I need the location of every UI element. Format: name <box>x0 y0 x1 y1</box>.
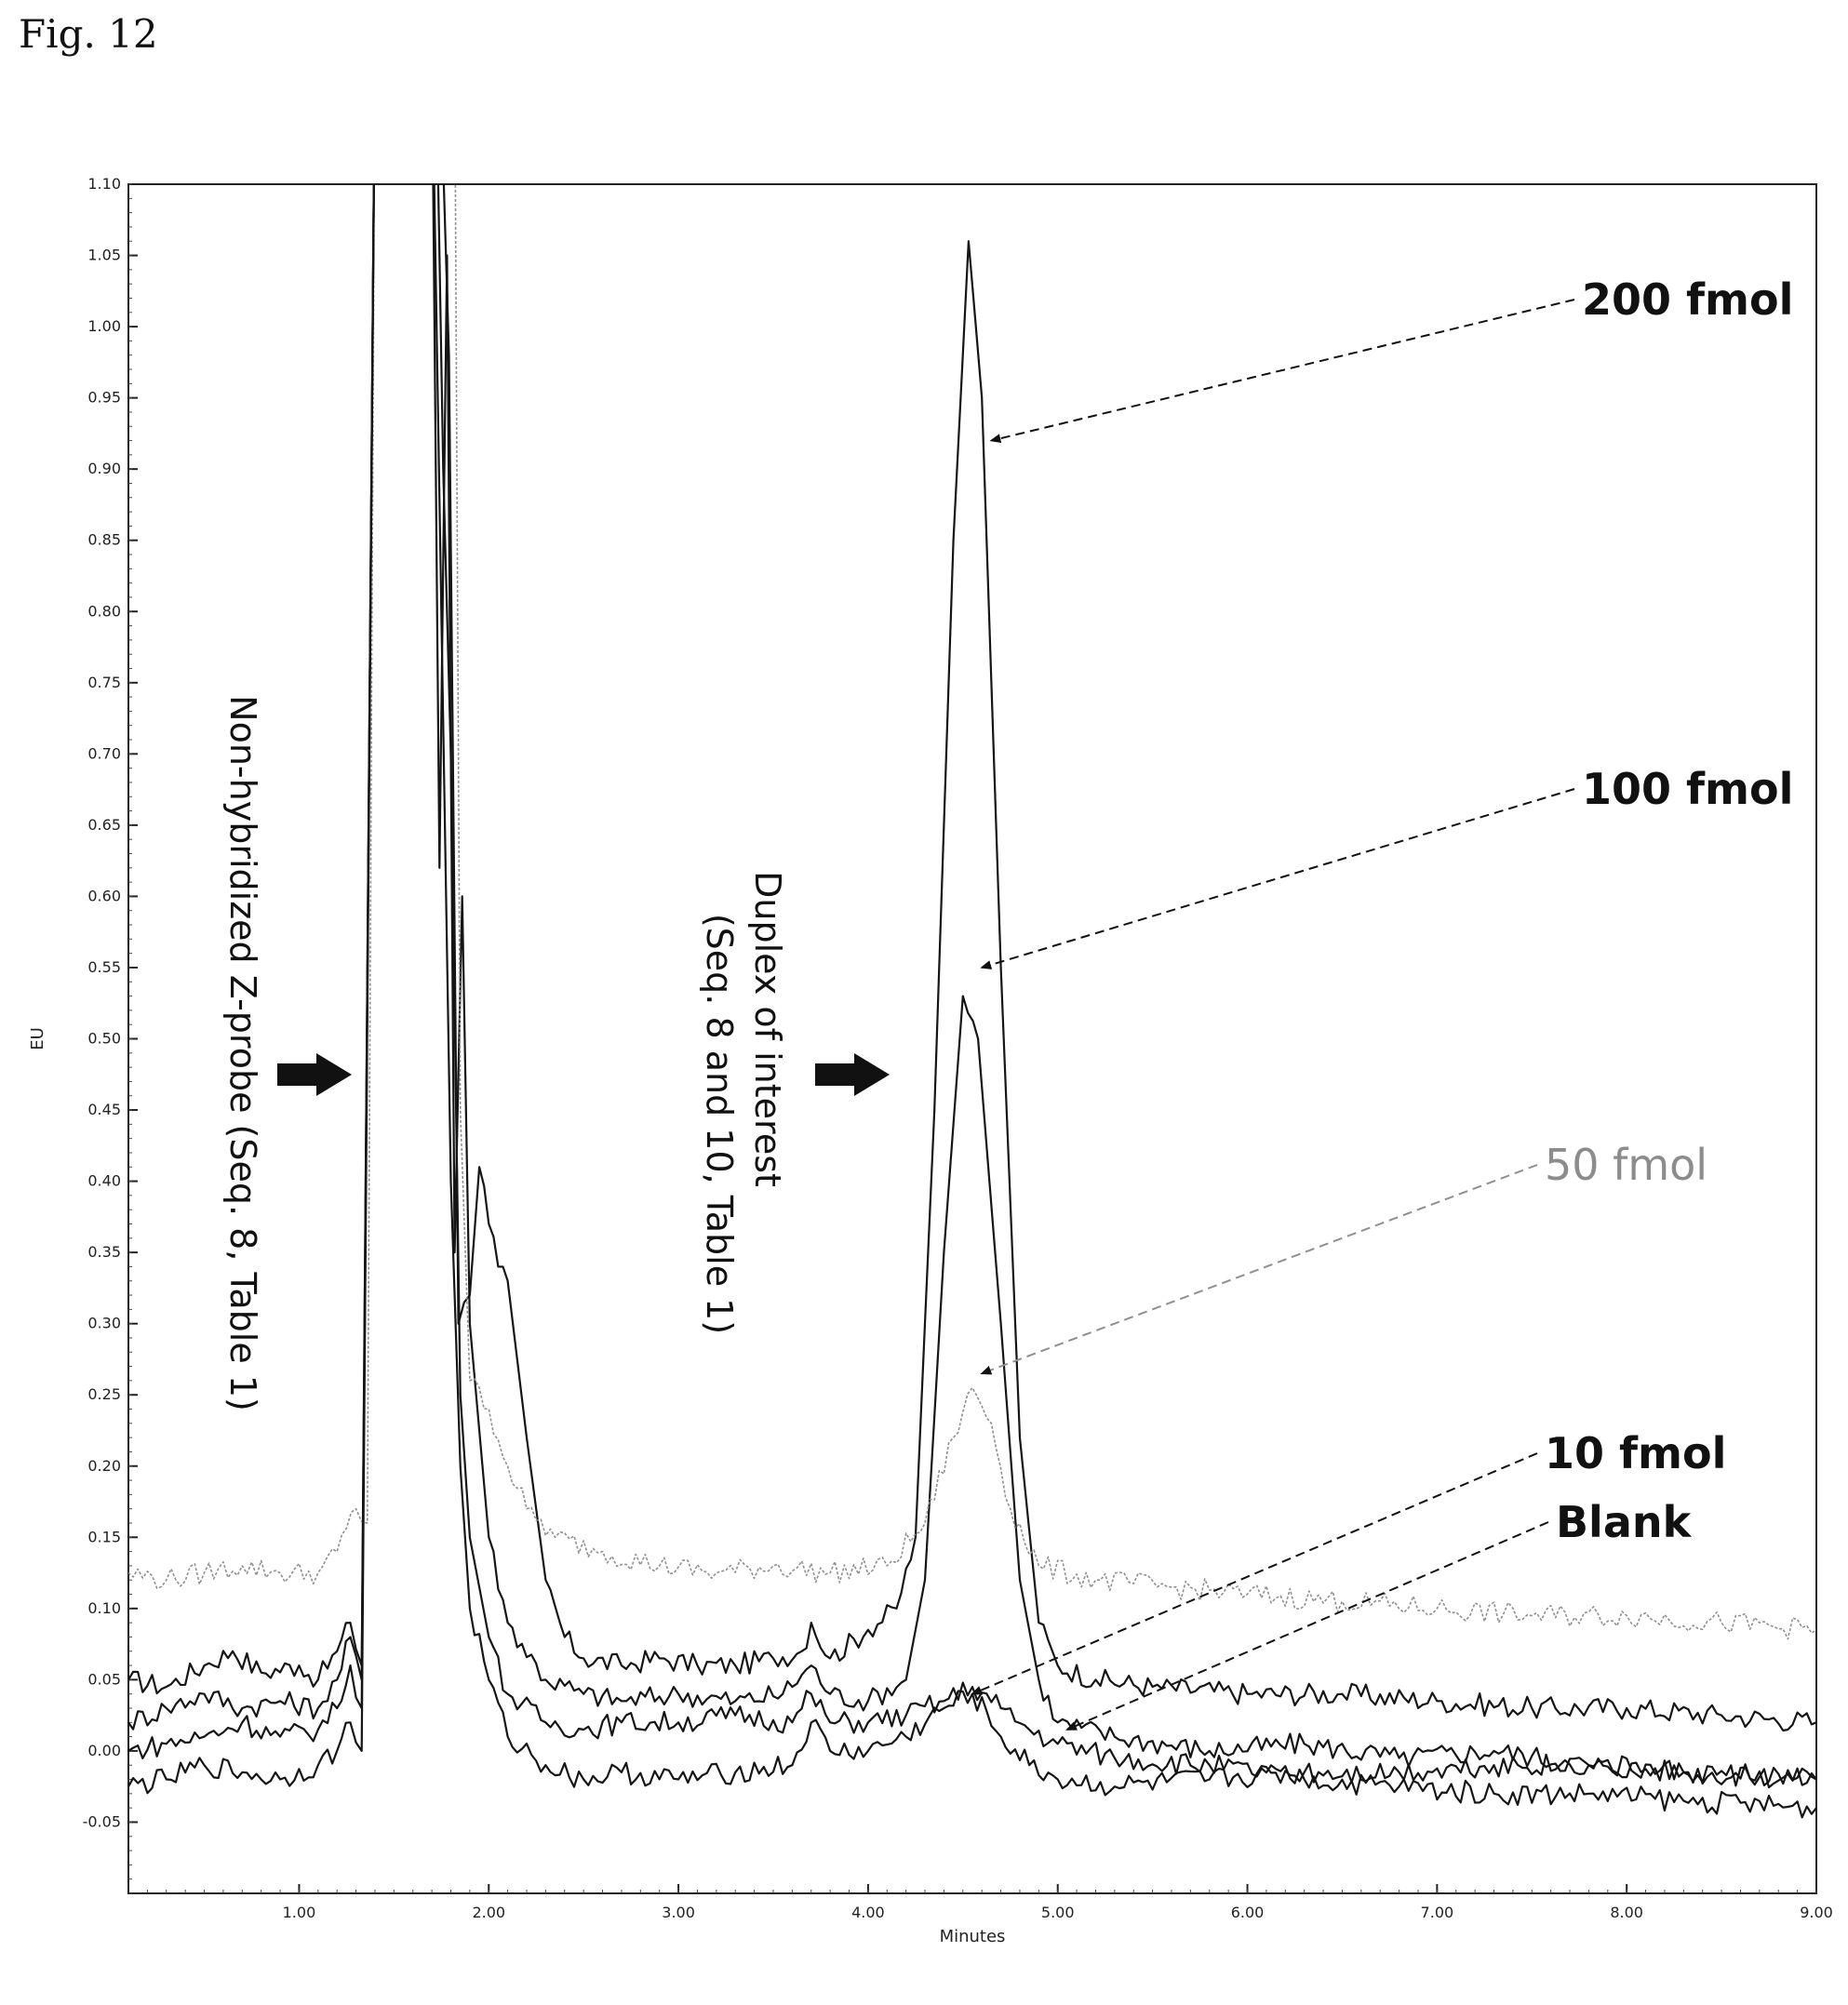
duplex-label-line2: (Seq. 8 and 10, Table 1) <box>699 914 740 1334</box>
block-arrow-mid <box>815 1053 890 1096</box>
block-arrow-left <box>277 1053 352 1096</box>
y-tick-label: 0.50 <box>87 1030 121 1048</box>
y-tick-label: 0.15 <box>87 1528 121 1545</box>
figure-label: Fig. 12 <box>19 11 158 57</box>
callout-arrow <box>1065 1521 1549 1731</box>
callout-arrow <box>980 788 1575 969</box>
x-tick-label: 9.00 <box>1800 1904 1833 1921</box>
series-line-50-fmol <box>128 184 1816 1640</box>
y-axis: -0.05 0.00 0.05 0.10 0.15 0.20 0.25 0.30 0.35 0.4… <box>83 175 138 1894</box>
x-tick-label: 4.00 <box>851 1904 885 1921</box>
callout-label-50-fmol: 50 fmol <box>1545 1140 1707 1190</box>
x-tick-label: 3.00 <box>662 1904 695 1921</box>
y-tick-label: 0.75 <box>87 674 121 691</box>
y-tick-label: 0.80 <box>87 602 121 620</box>
y-tick-label: 0.05 <box>87 1670 121 1688</box>
y-tick-label: 0.65 <box>87 816 121 834</box>
callout-label-blank: Blank <box>1556 1497 1693 1547</box>
y-tick-label: 0.35 <box>87 1243 121 1261</box>
x-axis-title: Minutes <box>940 1927 1006 1946</box>
x-tick-label: 7.00 <box>1421 1904 1454 1921</box>
y-tick-label: 0.25 <box>87 1385 121 1403</box>
y-tick-label: 0.45 <box>87 1101 121 1118</box>
y-axis-title: EU <box>28 1027 47 1050</box>
y-tick-label: 0.30 <box>87 1315 121 1332</box>
series-line-100-fmol <box>128 184 1816 1789</box>
callout-arrow <box>971 1452 1538 1695</box>
y-tick-label: 1.05 <box>87 247 121 264</box>
series-layer <box>128 184 1816 1819</box>
x-tick-label: 6.00 <box>1231 1904 1265 1921</box>
y-tick-label: 0.20 <box>87 1457 121 1475</box>
x-axis: 1.00 2.00 3.00 4.00 5.00 6.00 7.00 8.00 9.00 <box>146 1884 1833 1921</box>
duplex-label-line1: Duplex of interest <box>747 871 788 1187</box>
y-tick-label: 0.95 <box>87 389 121 407</box>
series-line-10-fmol <box>128 184 1816 1819</box>
nonhybridized-label: Non-hybridized Z-probe (Seq. 8, Table 1) <box>222 695 263 1411</box>
y-tick-label: 0.70 <box>87 744 121 762</box>
callout-label-10-fmol: 10 fmol <box>1545 1428 1726 1478</box>
callout-arrow <box>989 299 1575 444</box>
y-tick-label: -0.05 <box>83 1812 121 1830</box>
callout-layer: 200 fmol 100 fmol 50 fmol 10 fmol Blank <box>971 274 1793 1731</box>
y-tick-label: 0.10 <box>87 1599 121 1617</box>
x-tick-label: 8.00 <box>1610 1904 1643 1921</box>
plot-frame <box>127 183 1817 1894</box>
y-tick-label: 0.40 <box>87 1172 121 1190</box>
y-tick-label: 0.85 <box>87 531 121 549</box>
y-tick-label: 0.90 <box>87 460 121 477</box>
duplex-annotation: Duplex of interest (Seq. 8 and 10, Table… <box>699 871 788 1334</box>
callout-label-200-fmol: 200 fmol <box>1582 274 1793 325</box>
y-tick-label: 0.60 <box>87 887 121 904</box>
y-tick-label: 1.00 <box>87 317 121 335</box>
callout-label-100-fmol: 100 fmol <box>1582 764 1793 814</box>
x-tick-label: 1.00 <box>283 1904 316 1921</box>
y-tick-label: 0.00 <box>87 1742 121 1759</box>
series-line-200-fmol <box>128 184 1816 1732</box>
nonhybridized-annotation: Non-hybridized Z-probe (Seq. 8, Table 1) <box>222 695 263 1411</box>
x-tick-label: 5.00 <box>1041 1904 1075 1921</box>
callout-arrow <box>980 1164 1538 1375</box>
y-tick-label: 0.55 <box>87 958 121 976</box>
series-line-blank <box>128 184 1816 1797</box>
y-tick-label: 1.10 <box>87 175 121 193</box>
x-tick-label: 2.00 <box>472 1904 505 1921</box>
